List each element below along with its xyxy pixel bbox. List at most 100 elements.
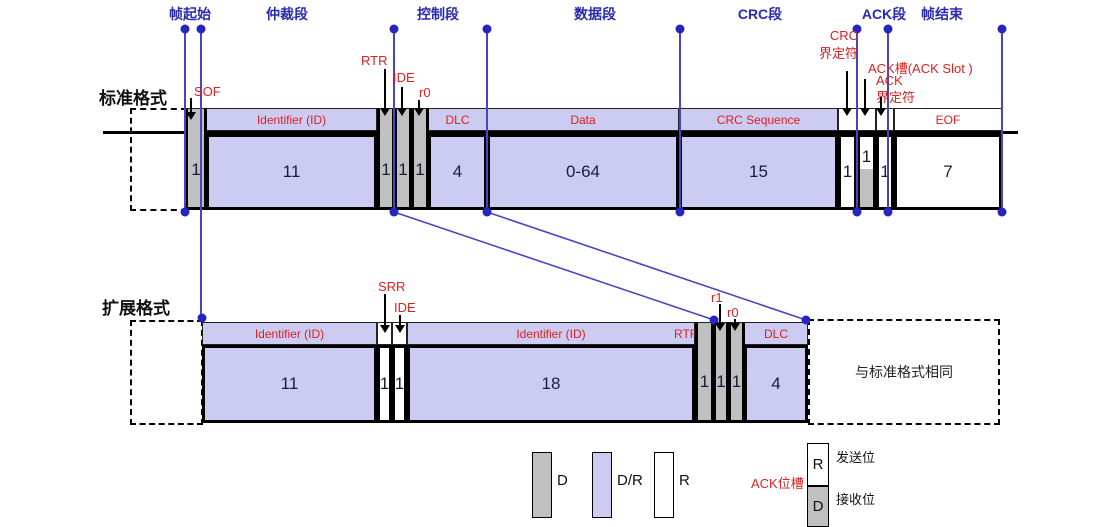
- marker-line-arbitration-start: [200, 29, 202, 318]
- ext-same-as-standard-label: 与标准格式相同: [855, 364, 953, 380]
- arrow-ext-ide: [395, 315, 405, 333]
- annotation-ext-ide: IDE: [394, 300, 416, 315]
- arrow-r0: [414, 100, 424, 116]
- std-col-ide: 1: [394, 108, 412, 210]
- dot-top-1: [180, 24, 190, 34]
- legend-ack-slot-send-cell: R: [807, 443, 829, 486]
- annotation-srr: SRR: [378, 279, 406, 294]
- ext-cell-srr: 1: [377, 345, 392, 423]
- std-band-data: Data: [487, 108, 679, 131]
- legend-swatch-dominant-or-recessive: [592, 452, 612, 518]
- arrow-ext-r0: [730, 319, 740, 331]
- legend-label-recessive: R: [679, 472, 690, 489]
- ext-bits-identifier-ext: 18: [541, 374, 561, 393]
- ext-band-identifier-ext: Identifier (ID): [407, 322, 695, 345]
- std-bits-dlc: 4: [452, 162, 463, 181]
- std-cell-crc: 15: [679, 134, 838, 210]
- dot-ext-start: [197, 313, 207, 323]
- ext-cell-ide: 1: [392, 345, 407, 423]
- dot-ext-r1: [709, 315, 719, 325]
- dot-bottom-2: [389, 207, 399, 217]
- std-band-identifier: Identifier (ID): [206, 108, 377, 131]
- std-bits-crc-delimiter: 1: [842, 162, 853, 181]
- std-bits-identifier: 11: [282, 162, 301, 181]
- arrow-rtr: [380, 69, 390, 116]
- ext-bits-r0: 1: [731, 372, 742, 391]
- ext-bits-r1: 1: [716, 372, 726, 391]
- std-cell-eof: 7: [894, 134, 1002, 210]
- annotation-ack-slot: ACK槽(ACK Slot ): [868, 61, 973, 76]
- ext-col-rtr: 1: [695, 322, 714, 423]
- dot-bottom-4: [675, 207, 685, 217]
- annotation-ext-r0: r0: [727, 305, 739, 320]
- segment-label-ack: ACK段: [861, 6, 907, 22]
- legend-swatch-recessive: [654, 452, 674, 518]
- std-bits-data: 0-64: [565, 162, 601, 181]
- dot-top-2: [196, 24, 206, 34]
- dot-top-5: [675, 24, 685, 34]
- std-header-identifier: Identifier (ID): [256, 112, 327, 127]
- annotation-crc-delimiter-line2: 界定符: [818, 46, 858, 61]
- legend-ack-slot-receive-cell: D: [807, 486, 829, 527]
- dot-bottom-1: [180, 207, 190, 217]
- dot-bottom-5: [852, 207, 862, 217]
- ext-col-r0: 1: [728, 322, 745, 423]
- std-bits-ack-delimiter: 1: [880, 162, 890, 181]
- segment-label-control: 控制段: [417, 6, 459, 22]
- legend-ack-slot-receive-bit: D: [812, 498, 824, 515]
- std-cell-ack-slot: 1: [857, 134, 876, 210]
- std-cell-crc-delimiter: 1: [838, 134, 857, 210]
- segment-label-arbitration: 仲裁段: [266, 6, 308, 22]
- dot-bottom-6: [883, 207, 893, 217]
- dot-top-6: [852, 24, 862, 34]
- std-band-eof: EOF: [894, 108, 1002, 131]
- std-cell-ack-delimiter: 1: [876, 134, 894, 210]
- legend-receive-bit-label: 接收位: [836, 492, 876, 507]
- ext-band-dlc: DLC: [744, 322, 808, 345]
- ext-bits-srr: 1: [379, 374, 390, 393]
- dot-ext-dlc-end: [801, 315, 811, 325]
- annotation-sof: SOF: [194, 84, 221, 99]
- arrow-ack-delimiter: [876, 97, 886, 116]
- ext-header-dlc: DLC: [763, 326, 788, 341]
- standard-format-title: 标准格式: [99, 89, 167, 108]
- marker-line-crc-start: [679, 29, 681, 212]
- std-cell-identifier: 11: [206, 134, 377, 210]
- diagonal-connector-right: [486, 211, 807, 321]
- dot-top-3: [389, 24, 399, 34]
- diagonal-connector-left: [393, 211, 715, 321]
- ext-col-r1: 1: [713, 322, 729, 423]
- std-header-dlc: DLC: [445, 112, 470, 127]
- std-bits-rtr: 1: [381, 160, 391, 179]
- std-header-crc: CRC Sequence: [716, 112, 801, 127]
- std-bits-ide: 1: [398, 160, 408, 179]
- std-cell-dlc: 4: [428, 134, 487, 210]
- annotation-ack: ACK: [876, 73, 903, 88]
- arrow-ext-r1: [715, 304, 725, 331]
- marker-line-sof-start: [184, 29, 186, 212]
- arrow-ide: [397, 87, 407, 116]
- ext-bits-dlc: 4: [771, 374, 781, 393]
- dot-top-7: [883, 24, 893, 34]
- marker-line-frame-end: [1001, 29, 1003, 212]
- annotation-ack-delimiter: 界定符: [876, 90, 916, 105]
- marker-line-eof-start: [887, 29, 889, 212]
- dot-bottom-3: [482, 207, 492, 217]
- legend-send-bit-label: 发送位: [836, 450, 876, 465]
- ext-header-identifier: Identifier (ID): [254, 326, 325, 341]
- legend-ack-slot-send-bit: R: [812, 456, 824, 473]
- std-bits-ack-slot: 1: [861, 147, 872, 166]
- annotation-crc-delimiter-line1: CRC: [829, 28, 858, 43]
- std-bits-eof: 7: [943, 162, 953, 181]
- std-bits-crc: 15: [749, 162, 768, 181]
- ext-same-as-standard-box: 与标准格式相同: [808, 319, 1000, 425]
- ext-header-identifier-ext: Identifier (ID): [516, 326, 586, 341]
- marker-line-control-start: [393, 29, 395, 212]
- ext-bits-rtr: 1: [699, 372, 710, 391]
- ext-cell-dlc: 4: [744, 345, 808, 423]
- ext-bits-identifier: 11: [280, 374, 299, 393]
- dot-top-4: [482, 24, 492, 34]
- segment-label-crc: CRC段: [737, 6, 783, 22]
- dot-bottom-7: [997, 207, 1007, 217]
